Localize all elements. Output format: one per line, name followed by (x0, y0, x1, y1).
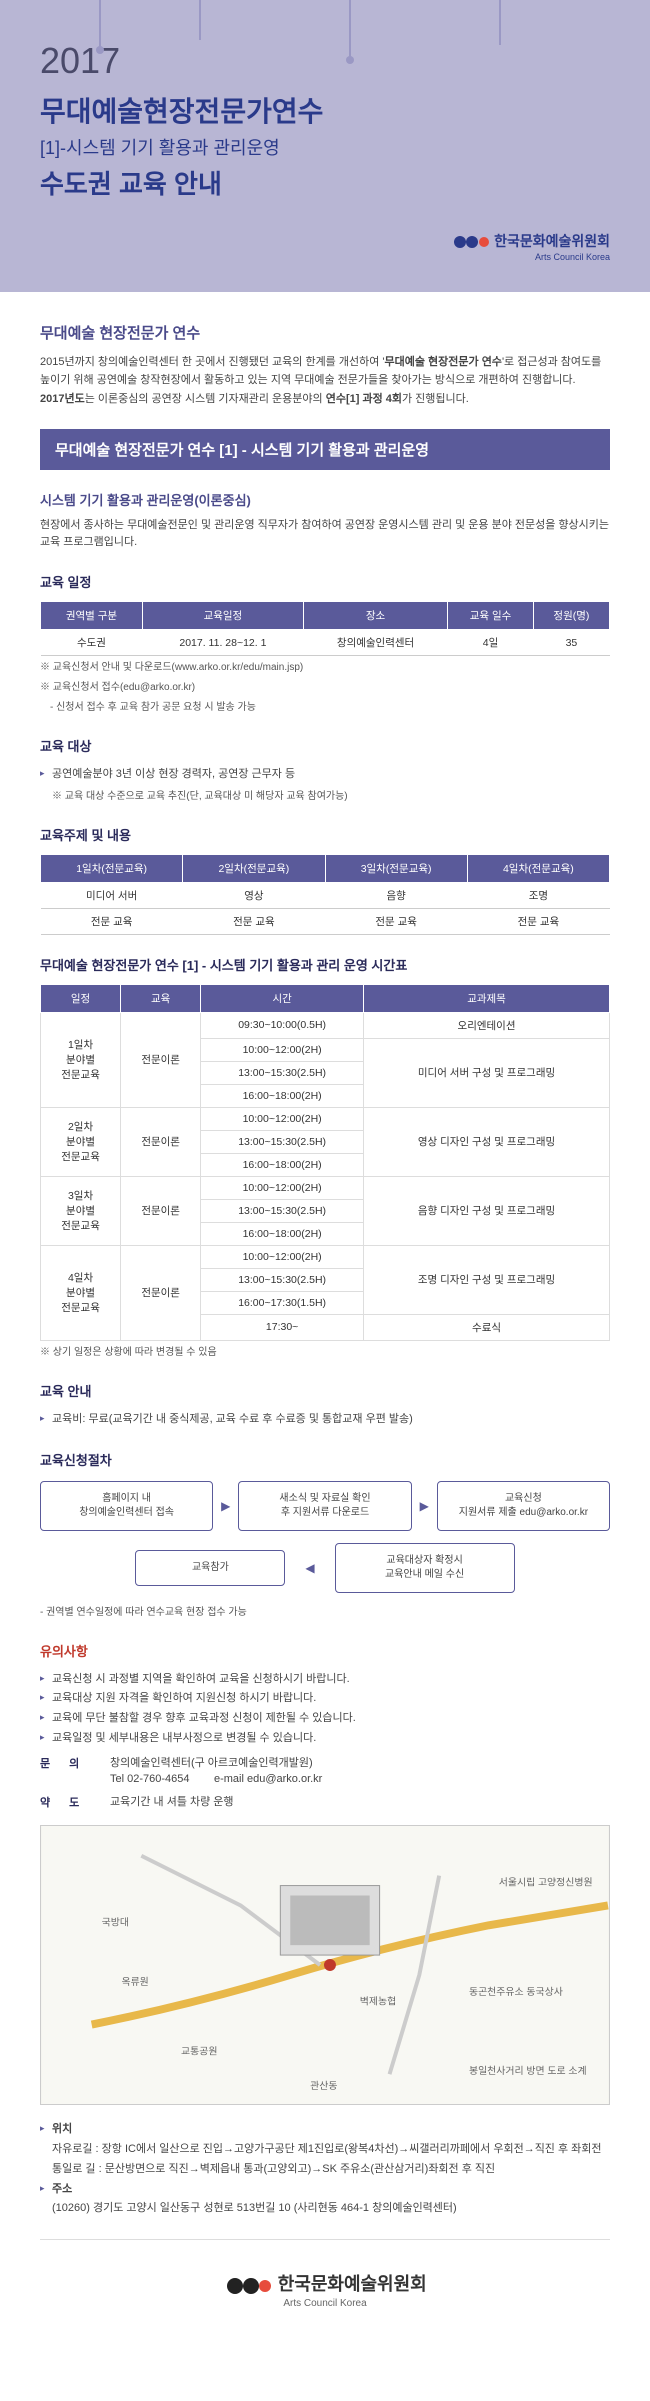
title-sub2: 수도권 교육 안내 (40, 164, 610, 201)
logo-sub: Arts Council Korea (40, 252, 610, 262)
flow-box-2: 새소식 및 자료실 확인 후 지원서류 다운로드 (238, 1481, 411, 1531)
timetable-note: ※ 상기 일정은 상황에 따라 변경될 수 있음 (40, 1345, 610, 1361)
footer-sub: Arts Council Korea (40, 2298, 610, 2309)
timetable: 일정 교육 시간 교과제목 1일차 분야별 전문교육 전문이론 09:30~10… (40, 984, 610, 1341)
timetable-title: 무대예술 현장전문가 연수 [1] - 시스템 기기 활용과 관리 운영 시간표 (40, 955, 610, 974)
target-title: 교육 대상 (40, 736, 610, 755)
schedule-note2: ※ 교육신청서 접수(edu@arko.or.kr) (40, 680, 610, 696)
flow-box-4: 교육참가 (135, 1550, 285, 1586)
arrow-icon: ▶ (221, 1499, 230, 1513)
flow-box-5: 교육대상자 확정시 교육안내 메일 수신 (335, 1543, 515, 1593)
caution-list: 교육신청 시 과정별 지역을 확인하여 교육을 신청하시기 바랍니다. 교육대상… (40, 1670, 610, 1749)
footer-logo-text: 한국문화예술위원회 (278, 2274, 427, 2294)
intro-title: 무대예술 현장전문가 연수 (40, 322, 610, 343)
target-list: 공연예술분야 3년 이상 현장 경력자, 공연장 근무자 등 (40, 765, 610, 785)
svg-text:교통공원: 교통공원 (181, 2046, 217, 2058)
process-flow-2: 교육참가 ◀ 교육대상자 확정시 교육안내 메일 수신 (40, 1543, 610, 1593)
main-banner: 무대예술 현장전문가 연수 [1] - 시스템 기기 활용과 관리운영 (40, 429, 610, 470)
svg-text:동곤천주유소 동국상사: 동곤천주유소 동국상사 (469, 1986, 563, 1998)
map-svg: 국방대 옥류원 교통공원 벽제농협 서울시립 고양정신병원 동곤천주유소 동국상… (41, 1826, 609, 2104)
logo-icon (450, 232, 490, 252)
caution-title: 유의사항 (40, 1641, 610, 1660)
schedule-note1: ※ 교육신청서 안내 및 다운로드(www.arko.or.kr/edu/mai… (40, 660, 610, 676)
svg-text:봉일천사거리 방면 도로 소계: 봉일천사거리 방면 도로 소계 (469, 2066, 587, 2078)
directions-list: 위치 자유로길 : 장항 IC에서 일산으로 진입→고양가구공단 제1진입로(왕… (40, 2120, 610, 2219)
intro-text: 2015년까지 창의예술인력센터 한 곳에서 진행됐던 교육의 한계를 개선하여… (40, 353, 610, 409)
schedule-table: 권역별 구분 교육일정 장소 교육 일수 정원(명) 수도권 2017. 11.… (40, 601, 610, 656)
logo-text: 한국문화예술위원회 (494, 233, 610, 249)
guide-title: 교육 안내 (40, 1381, 610, 1400)
header-logo: 한국문화예술위원회 Arts Council Korea (40, 231, 610, 262)
guide-list: 교육비: 무료(교육기간 내 중식제공, 교육 수료 후 수료증 및 통합교재 … (40, 1410, 610, 1430)
content-area: 무대예술 현장전문가 연수 2015년까지 창의예술인력센터 한 곳에서 진행됐… (0, 292, 650, 2369)
flow-box-1: 홈페이지 내 창의예술인력센터 접속 (40, 1481, 213, 1531)
svg-text:옥류원: 옥류원 (121, 1976, 148, 1988)
map: 국방대 옥류원 교통공원 벽제농협 서울시립 고양정신병원 동곤천주유소 동국상… (40, 1825, 610, 2105)
flow-box-3: 교육신청 지원서류 제출 edu@arko.or.kr (437, 1481, 610, 1531)
header-decoration (0, 0, 650, 100)
footer: 한국문화예술위원회 Arts Council Korea (40, 2239, 610, 2339)
inquiry-row: 문 의 창의예술인력센터(구 아르코예술인력개발원) Tel 02-760-46… (40, 1755, 610, 1788)
arrow-icon: ◀ (305, 1561, 314, 1575)
svg-text:국방대: 국방대 (102, 1917, 129, 1929)
footer-logo-icon (223, 2274, 273, 2298)
arrow-icon: ▶ (420, 1499, 429, 1513)
schedule-note3: - 신청서 접수 후 교육 참가 공문 요청 시 발송 가능 (40, 700, 610, 716)
target-note: ※ 교육 대상 수준으로 교육 추진(단, 교육대상 미 해당자 교육 참여가능… (40, 789, 610, 805)
system-title: 시스템 기기 활용과 관리운영(이론중심) (40, 490, 610, 509)
svg-text:관산동: 관산동 (310, 2080, 337, 2092)
process-flow-1: 홈페이지 내 창의예술인력센터 접속 ▶ 새소식 및 자료실 확인 후 지원서류… (40, 1481, 610, 1531)
system-text: 현장에서 종사하는 무대예술전문인 및 관리운영 직무자가 참여하여 공연장 운… (40, 517, 610, 552)
title-sub1: [1]-시스템 기기 활용과 관리운영 (40, 134, 610, 160)
topics-title: 교육주제 및 내용 (40, 825, 610, 844)
topics-table: 1일차(전문교육) 2일차(전문교육) 3일차(전문교육) 4일차(전문교육) … (40, 854, 610, 935)
process-note: - 권역별 연수일정에 따라 연수교육 현장 접수 가능 (40, 1605, 610, 1621)
schedule-title: 교육 일정 (40, 572, 610, 591)
location-row: 약 도 교육기간 내 셔틀 차량 운행 (40, 1794, 610, 1811)
svg-text:서울시립 고양정신병원: 서울시립 고양정신병원 (499, 1876, 593, 1889)
process-title: 교육신청절차 (40, 1450, 610, 1469)
svg-text:벽제농협: 벽제농협 (360, 1995, 396, 2008)
header-banner: 2017 무대예술현장전문가연수 [1]-시스템 기기 활용과 관리운영 수도권… (0, 0, 650, 292)
